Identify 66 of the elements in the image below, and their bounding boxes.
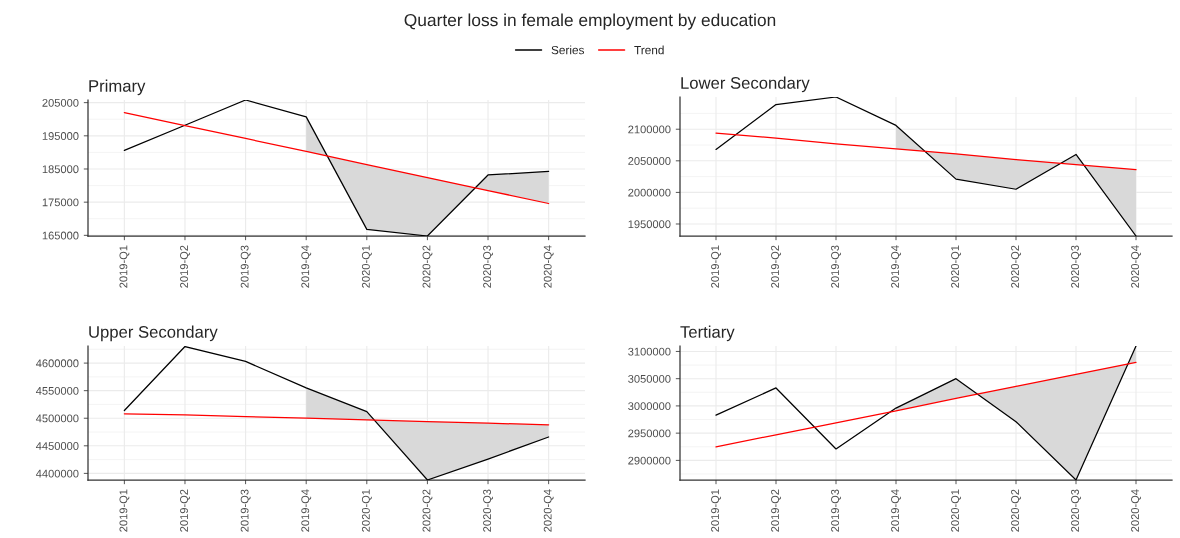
x-tick-label: 2020-Q2 [1011, 245, 1021, 288]
y-tick-label: 3050000 [628, 374, 671, 383]
line-series [715, 132, 1137, 171]
y-tick-label: 4400000 [35, 469, 79, 478]
x-tick-label: 2020-Q3 [483, 489, 493, 532]
x-tick-label: 2020-Q3 [483, 245, 493, 288]
x-tick-label: 2019-Q1 [711, 489, 721, 532]
x-tick-label: 2020-Q3 [1071, 489, 1081, 532]
line-series [123, 413, 550, 426]
text: Quarter loss in female employment by education [404, 13, 776, 30]
x-tick-label: 2020-Q4 [1131, 489, 1141, 532]
x-tick-label: 2019-Q4 [301, 489, 312, 532]
line-series [715, 97, 1137, 236]
x-tick-label: 2019-Q1 [711, 245, 721, 288]
line-series [123, 100, 550, 236]
x-tick-label: 2019-Q4 [891, 489, 901, 532]
y-tick-label: 2900000 [628, 456, 671, 465]
y-tick-label: 2050000 [628, 157, 671, 165]
x-tick-label: 2019-Q4 [891, 245, 901, 288]
y-tick-label: 2000000 [628, 188, 671, 197]
x-tick-label: 2020-Q2 [422, 489, 433, 532]
y-tick-label: 195000 [42, 132, 79, 140]
y-tick-label: 3100000 [628, 347, 671, 356]
chart-title: Primary [89, 79, 146, 96]
legend-label: Trend [634, 45, 664, 55]
y-tick-label: 165000 [42, 231, 79, 240]
x-tick-label: 2020-Q1 [361, 489, 372, 532]
x-tick-label: 2019-Q2 [771, 489, 781, 532]
x-tick-label: 2020-Q1 [951, 489, 961, 532]
y-tick-label: 185000 [42, 165, 79, 174]
x-tick-label: 2020-Q3 [1071, 245, 1081, 288]
y-tick-label: 175000 [42, 198, 79, 207]
chart-title: Tertiary [680, 325, 735, 342]
y-tick-label: 2950000 [628, 429, 671, 438]
y-tick-label: 4550000 [35, 386, 79, 395]
y-tick-label: 4450000 [35, 442, 79, 450]
y-tick-label: 205000 [42, 98, 79, 107]
x-tick-label: 2019-Q4 [301, 245, 312, 288]
x-tick-label: 2019-Q3 [240, 489, 251, 532]
y-tick-label: 4500000 [35, 414, 79, 423]
x-tick-label: 2020-Q4 [1131, 245, 1141, 288]
line-series [123, 346, 550, 480]
x-tick-label: 2019-Q2 [180, 489, 190, 532]
line-series [123, 111, 550, 205]
x-tick-label: 2020-Q2 [1011, 489, 1021, 532]
y-tick-label: 3000000 [628, 402, 671, 411]
x-tick-label: 2019-Q2 [180, 245, 190, 288]
x-tick-label: 2020-Q4 [543, 245, 554, 288]
x-tick-label: 2020-Q1 [361, 245, 372, 288]
line-series [715, 361, 1137, 448]
x-tick-label: 2019-Q3 [831, 489, 841, 532]
y-tick-label: 4600000 [35, 359, 79, 368]
x-tick-label: 2020-Q2 [422, 245, 433, 288]
chart-title: Upper Secondary [89, 325, 218, 342]
x-tick-label: 2019-Q1 [119, 245, 130, 288]
x-tick-label: 2019-Q1 [119, 489, 130, 532]
x-tick-label: 2019-Q3 [831, 245, 841, 288]
x-tick-label: 2020-Q1 [951, 245, 961, 288]
y-tick-label: 1950000 [628, 220, 671, 229]
x-tick-label: 2020-Q4 [543, 489, 554, 532]
legend-label: Series [551, 45, 585, 55]
y-tick-label: 2100000 [628, 125, 671, 134]
line-series [715, 346, 1137, 480]
x-tick-label: 2019-Q3 [240, 245, 251, 288]
chart-title: Lower Secondary [681, 76, 810, 93]
x-tick-label: 2019-Q2 [771, 245, 781, 288]
